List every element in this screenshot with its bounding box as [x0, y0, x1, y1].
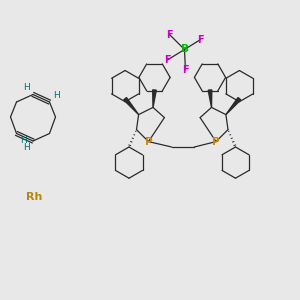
Text: H: H [23, 143, 30, 152]
Polygon shape [226, 98, 241, 115]
Text: P: P [145, 136, 152, 147]
Text: F: F [166, 29, 173, 40]
Text: P: P [212, 136, 220, 147]
Text: H: H [53, 91, 59, 100]
Polygon shape [208, 90, 212, 107]
Text: H: H [23, 83, 30, 92]
Text: H: H [20, 136, 26, 145]
Polygon shape [153, 90, 156, 107]
Polygon shape [124, 98, 139, 115]
Text: F: F [164, 55, 171, 65]
Text: B: B [181, 44, 188, 55]
Text: F: F [197, 34, 204, 45]
Text: Rh: Rh [26, 191, 43, 202]
Text: F: F [182, 64, 189, 75]
